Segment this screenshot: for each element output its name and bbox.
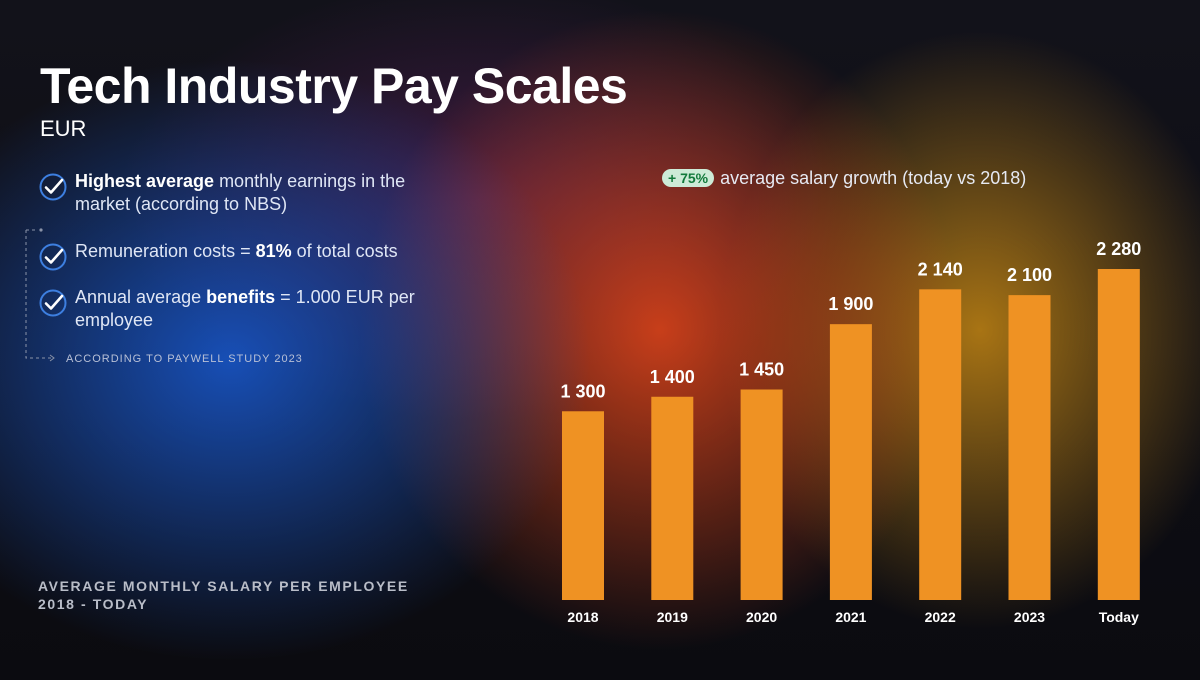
value-labels-group: 1 300 1 400 1 450 1 900 2 140 2 100 2 280 [560, 239, 1141, 401]
bar-value-label: 2 100 [1007, 265, 1052, 285]
bar-2022 [919, 289, 962, 600]
bars-group [562, 269, 1140, 600]
fact-text-run: Remuneration costs = [75, 241, 256, 261]
page-title: Tech Industry Pay Scales [40, 58, 628, 114]
bar-2020 [740, 389, 783, 600]
x-tick-label: 2022 [925, 609, 956, 625]
x-tick-label: 2019 [657, 609, 688, 625]
bar-value-label: 2 280 [1096, 239, 1141, 259]
bar-value-label: 1 400 [650, 367, 695, 387]
x-tick-label: Today [1099, 609, 1139, 625]
x-tick-label: 2018 [567, 609, 598, 625]
bar-value-label: 1 300 [560, 381, 605, 401]
bar-value-label: 1 450 [739, 359, 784, 379]
fact-text-run: Annual average [75, 287, 207, 307]
fact-text: Highest average monthly earnings in the … [75, 170, 465, 216]
x-tick-label: 2020 [746, 609, 777, 625]
check-circle-icon [39, 173, 67, 201]
caption-line-1: AVERAGE MONTHLY SALARY PER EMPLOYEE [38, 578, 409, 594]
fact-text-bold: benefits [206, 287, 276, 307]
growth-text: average salary growth (today vs 2018) [720, 168, 1027, 188]
bar-2023 [1008, 295, 1051, 600]
x-tick-label: 2023 [1014, 609, 1045, 625]
check-circle-icon [39, 243, 67, 271]
source-note: ACCORDING TO PAYWELL STUDY 2023 [66, 353, 303, 365]
salary-bar-chart: 1 300 1 400 1 450 1 900 2 140 2 100 2 280 2018… [560, 239, 1141, 625]
bar-today [1097, 269, 1140, 600]
fact-text-bold: Highest average [75, 171, 215, 191]
fact-text: Remuneration costs = 81% of total costs [75, 240, 465, 263]
currency-label: EUR [40, 116, 87, 141]
caption-line-2: 2018 - TODAY [38, 596, 149, 612]
bar-value-label: 1 900 [828, 294, 873, 314]
fact-text-run: monthly earnings in the market (accordin… [75, 171, 406, 214]
fact-text-run: of total costs [291, 241, 398, 261]
chart-caption: AVERAGE MONTHLY SALARY PER EMPLOYEE 2018… [38, 577, 409, 613]
bar-2021 [829, 324, 872, 600]
growth-note: + 75% average salary growth (today vs 201… [662, 168, 1026, 189]
check-circle-icon [39, 289, 67, 317]
bar-2018 [562, 411, 604, 600]
source-bracket [25, 228, 55, 362]
bar-value-label: 2 140 [918, 259, 963, 279]
x-tick-label: 2021 [835, 609, 866, 625]
bar-2019 [651, 396, 694, 600]
fact-text-bold: 81% [255, 241, 292, 261]
growth-badge: + 75% [662, 169, 715, 187]
x-tick-labels-group: 2018 2019 2020 2021 2022 2023 Today [567, 609, 1139, 625]
fact-text: Annual average benefits = 1.000 EUR per … [75, 286, 465, 332]
fact-text-run: = 1.000 EUR per employee [75, 287, 415, 330]
